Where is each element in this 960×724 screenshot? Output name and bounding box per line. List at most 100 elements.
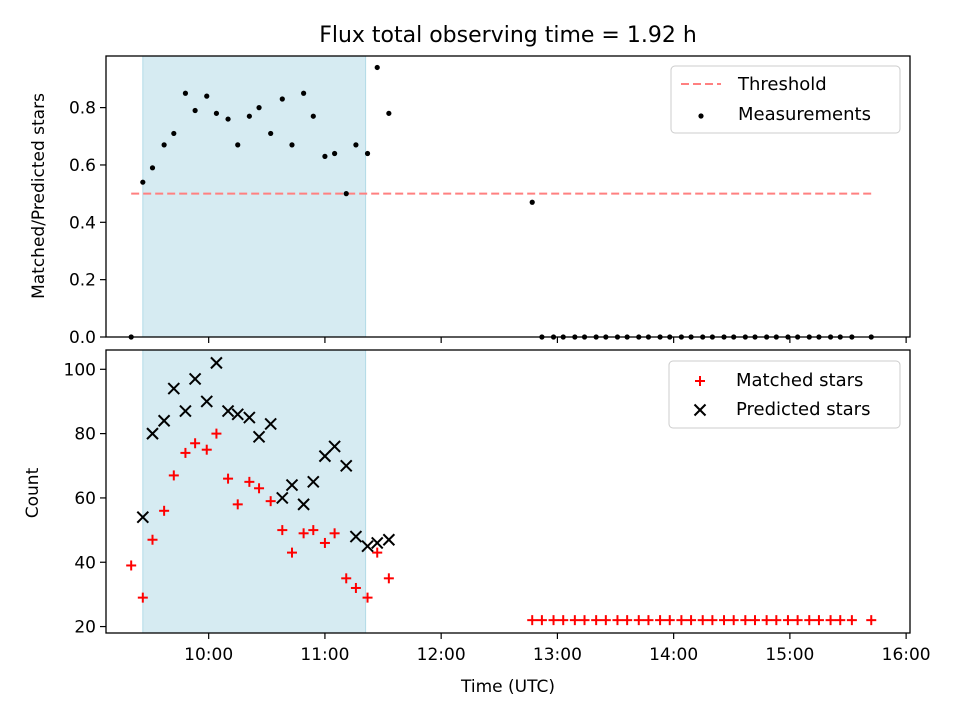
predicted-star-point — [382, 533, 396, 546]
predicted-star-point — [264, 417, 277, 431]
legend-x-marker — [693, 403, 707, 417]
matched-star-point — [372, 547, 383, 558]
matched-star-point — [633, 615, 644, 626]
x-marker-b — [167, 382, 181, 395]
measurement-point — [529, 199, 535, 205]
predicted-stars-series — [136, 356, 396, 553]
y-tick-label: 100 — [64, 360, 96, 380]
measurement-point — [268, 130, 274, 137]
measurement-point — [343, 191, 349, 197]
predicted-star-point — [179, 404, 192, 418]
matched-star-point — [825, 615, 836, 626]
matched-star-point — [298, 528, 309, 539]
matched-star-point — [771, 615, 782, 626]
matched-star-point — [223, 473, 234, 484]
x-marker-b — [146, 427, 159, 440]
bottom-x-ticks: 10:00 11:00 12:00 13:00 14:00 15:00 16:00 — [184, 633, 931, 665]
top-observing-window-shade — [142, 55, 367, 338]
bottom-observing-window-shade — [142, 349, 367, 634]
top-x-ticks — [208, 337, 907, 343]
measurement-point — [289, 142, 295, 148]
legend-predicted-swatch — [693, 403, 707, 417]
x-marker-b — [693, 403, 707, 417]
matched-star-point — [211, 428, 222, 439]
matched-star-point — [137, 592, 148, 603]
measurement-point — [322, 153, 328, 159]
predicted-star-point — [285, 478, 299, 492]
legend-matched-swatch — [695, 376, 705, 386]
x-marker-b — [349, 530, 363, 543]
matched-star-point — [750, 615, 761, 626]
x-tick-label: 11:00 — [300, 645, 349, 665]
matched-star-point — [804, 615, 815, 626]
top-legend: Threshold Measurements — [670, 65, 901, 134]
measurement-point — [192, 107, 198, 114]
x-tick-label: 15:00 — [765, 645, 814, 665]
matched-star-point — [600, 615, 611, 626]
top-panel: 0.00.20.40.60.8 Matched/Predicted stars … — [29, 55, 911, 348]
x-tick-label: 14:00 — [649, 645, 698, 665]
legend-threshold-label: Threshold — [737, 74, 827, 95]
predicted-star-point — [136, 511, 150, 524]
x-marker-b — [371, 536, 384, 550]
matched-star-point — [244, 476, 255, 487]
measurement-point — [310, 113, 316, 119]
figure-title: Flux total observing time = 1.92 h — [319, 23, 697, 48]
legend-measurements-swatch — [698, 113, 704, 119]
measurement-point — [246, 113, 252, 119]
x-marker-b — [252, 430, 266, 444]
x-marker-b — [179, 404, 192, 418]
measurement-point — [171, 130, 177, 137]
matched-star-point — [697, 615, 708, 626]
measurement-point — [213, 110, 220, 116]
matched-star-point — [168, 470, 179, 481]
matched-star-point — [569, 615, 580, 626]
matched-star-point — [308, 525, 319, 536]
x-marker-b — [231, 408, 244, 421]
predicted-star-point — [297, 498, 310, 511]
y-tick-label: 60 — [74, 489, 96, 509]
predicted-star-point — [328, 440, 341, 453]
measurement-point — [364, 150, 371, 157]
matched-star-point — [190, 438, 201, 449]
y-tick-label: 0.8 — [69, 99, 96, 119]
top-axes-frame — [105, 55, 911, 338]
x-marker-b — [136, 511, 150, 524]
legend-plus-marker — [695, 376, 705, 386]
measurement-point — [149, 165, 156, 171]
legend-matched-label: Matched stars — [736, 370, 863, 391]
x-tick-label: 12:00 — [417, 645, 466, 665]
x-marker-b — [361, 539, 374, 553]
matched-star-point — [536, 615, 547, 626]
bottom-panel: 20 40 60 80 100 10:00 11:00 12:00 13:00 14:00 15:… — [23, 349, 931, 697]
top-legend-box — [670, 65, 901, 134]
matched-star-point — [147, 534, 158, 545]
predicted-star-point — [361, 539, 374, 553]
matched-star-point — [612, 615, 623, 626]
predicted-star-point — [210, 356, 223, 370]
measurement-point — [279, 96, 285, 102]
matched-star-point — [126, 560, 137, 571]
matched-star-point — [329, 528, 340, 539]
matched-star-point — [201, 444, 212, 455]
matched-star-point — [664, 615, 675, 626]
measurement-point — [204, 93, 210, 99]
x-marker-b — [221, 404, 235, 418]
predicted-star-point — [243, 411, 256, 424]
predicted-star-point — [188, 372, 202, 386]
matched-star-point — [686, 615, 697, 626]
matched-star-point — [319, 537, 330, 548]
y-tick-label: 20 — [74, 618, 96, 638]
measurements-series — [128, 64, 874, 340]
matched-star-point — [232, 499, 243, 510]
matched-star-point — [265, 496, 276, 507]
matched-star-point — [835, 615, 846, 626]
matched-star-point — [254, 483, 265, 494]
predicted-star-point — [318, 449, 332, 463]
y-tick-label: 0.4 — [69, 213, 96, 233]
matched-star-point — [383, 573, 394, 584]
matched-star-point — [846, 615, 857, 626]
measurement-point — [235, 142, 241, 148]
matched-star-point — [719, 615, 730, 626]
y-tick-label: 40 — [74, 553, 96, 573]
